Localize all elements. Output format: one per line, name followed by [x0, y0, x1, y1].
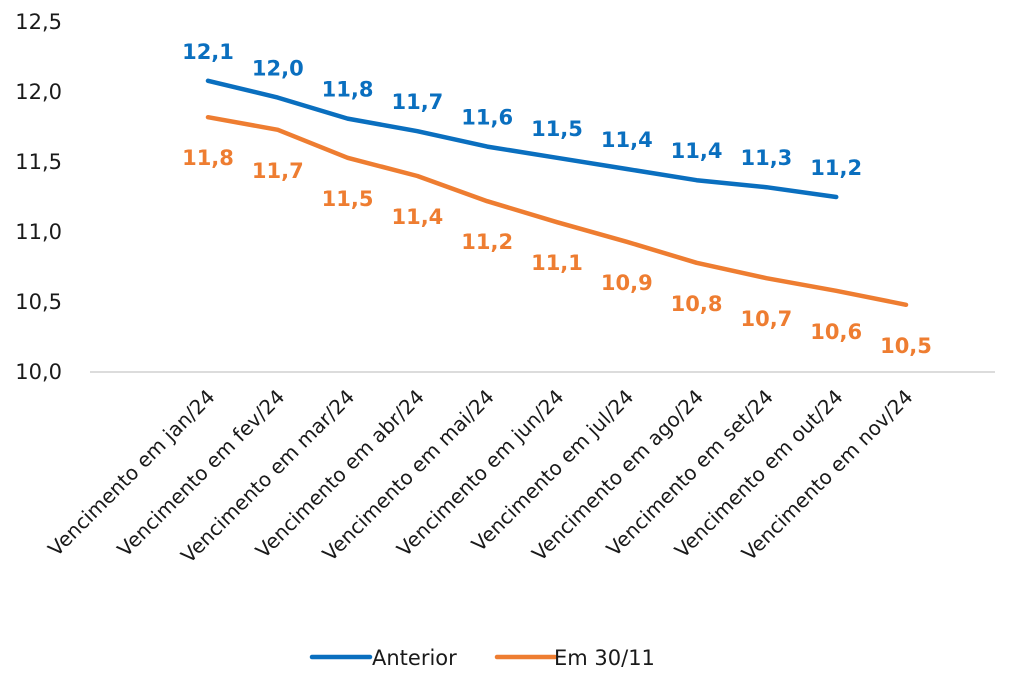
y-axis-ticks: 10,0 10,5 11,0 11,5 12,0 12,5 [15, 10, 62, 384]
y-tick-label: 12,5 [15, 10, 62, 34]
data-label: 10,5 [880, 334, 932, 358]
data-label: 12,0 [252, 57, 304, 81]
data-label: 11,2 [461, 230, 513, 254]
legend-label: Em 30/11 [554, 646, 655, 670]
data-label: 11,4 [391, 205, 443, 229]
data-label: 11,8 [182, 146, 234, 170]
legend: Anterior Em 30/11 [309, 646, 655, 670]
series-lines [205, 78, 909, 308]
y-tick-label: 10,5 [15, 290, 62, 314]
y-tick-label: 10,0 [15, 360, 62, 384]
y-tick-label: 11,0 [15, 220, 62, 244]
legend-label: Anterior [372, 646, 457, 670]
data-label: 12,1 [182, 40, 234, 64]
series-line-em-30-11 [205, 114, 909, 308]
y-tick-label: 11,5 [15, 150, 62, 174]
data-label: 11,4 [601, 128, 653, 152]
data-label: 11,1 [531, 251, 583, 275]
series-line-anterior [205, 78, 839, 200]
data-label: 10,6 [810, 320, 862, 344]
data-label: 11,4 [671, 139, 723, 163]
data-label: 10,8 [671, 292, 723, 316]
data-label: 11,5 [322, 187, 374, 211]
data-label: 11,6 [461, 106, 513, 130]
data-label: 10,9 [601, 271, 653, 295]
y-tick-label: 12,0 [15, 80, 62, 104]
data-label: 11,3 [740, 146, 792, 170]
data-label: 11,2 [810, 156, 862, 180]
data-label: 11,7 [391, 90, 443, 114]
data-label: 11,8 [322, 78, 374, 102]
data-label: 10,7 [740, 307, 792, 331]
data-labels: 12,1 12,0 11,8 11,7 11,6 11,5 11,4 11,4 11,3 11,2… [182, 40, 932, 358]
data-label: 11,5 [531, 117, 583, 141]
data-label: 11,7 [252, 159, 304, 183]
